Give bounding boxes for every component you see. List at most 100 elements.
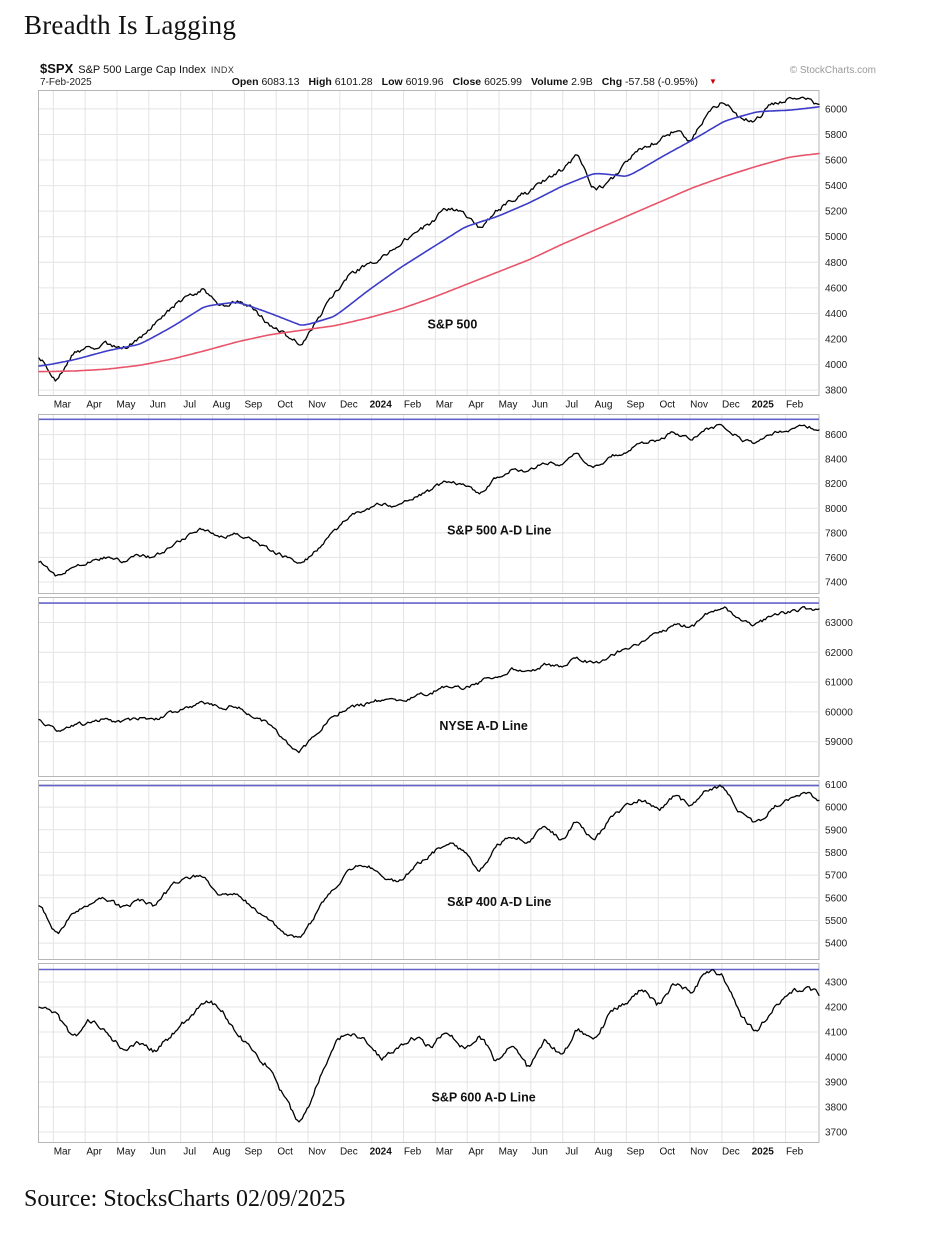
- svg-text:5500: 5500: [825, 916, 848, 927]
- svg-text:Dec: Dec: [722, 400, 740, 411]
- sp400-ad-panel: 6100 6000 5900 5800 5700 5600 5500 5400 S&P 400 …: [38, 780, 848, 960]
- svg-text:Mar: Mar: [54, 1147, 72, 1158]
- svg-text:S&P 400 A-D Line: S&P 400 A-D Line: [447, 895, 551, 909]
- svg-text:5400: 5400: [825, 181, 848, 192]
- svg-text:4000: 4000: [825, 360, 848, 371]
- quote-item: Low 6019.96: [381, 76, 444, 88]
- svg-text:61000: 61000: [825, 678, 853, 689]
- svg-text:7400: 7400: [825, 577, 848, 588]
- svg-text:5600: 5600: [825, 893, 848, 904]
- svg-text:Sep: Sep: [626, 400, 644, 411]
- svg-text:4200: 4200: [825, 1003, 848, 1014]
- svg-text:2025: 2025: [752, 1147, 775, 1158]
- svg-text:Dec: Dec: [722, 1147, 740, 1158]
- svg-text:4000: 4000: [825, 1053, 848, 1064]
- svg-text:May: May: [117, 1147, 136, 1158]
- quote-item: Chg -57.58 (-0.95%): [601, 76, 698, 88]
- exchange-label: INDX: [210, 65, 235, 75]
- svg-text:Feb: Feb: [404, 1147, 422, 1158]
- quote-item: Open 6083.13: [231, 76, 300, 88]
- svg-text:8400: 8400: [825, 455, 848, 466]
- svg-text:Apr: Apr: [86, 400, 102, 411]
- svg-text:S&P 500 A-D Line: S&P 500 A-D Line: [447, 524, 551, 538]
- svg-text:Sep: Sep: [244, 1147, 262, 1158]
- svg-text:6000: 6000: [825, 104, 848, 115]
- svg-text:Aug: Aug: [595, 1147, 613, 1158]
- svg-text:3800: 3800: [825, 386, 848, 396]
- svg-text:Jun: Jun: [532, 400, 548, 411]
- svg-text:Dec: Dec: [340, 1147, 358, 1158]
- price-panel: 6000 5800 5600 5400 5200 5000 4800 4600 4400 4200…: [38, 90, 848, 396]
- svg-text:Mar: Mar: [54, 400, 72, 411]
- svg-text:5200: 5200: [825, 207, 848, 218]
- svg-text:Oct: Oct: [659, 1147, 675, 1158]
- svg-text:5900: 5900: [825, 825, 848, 836]
- svg-text:Feb: Feb: [786, 400, 804, 411]
- svg-text:NYSE A-D Line: NYSE A-D Line: [439, 719, 527, 733]
- svg-text:5000: 5000: [825, 232, 848, 243]
- copyright-label: © StockCharts.com: [789, 65, 876, 76]
- svg-text:4400: 4400: [825, 309, 848, 320]
- month-axis-top: Mar Apr May Jun Jul Aug Sep Oct Nov Dec 2024 Feb Mar…: [54, 400, 804, 411]
- svg-text:7800: 7800: [825, 528, 848, 539]
- svg-text:Nov: Nov: [690, 1147, 708, 1158]
- svg-text:Apr: Apr: [468, 400, 484, 411]
- ticker-symbol: $SPX: [40, 61, 74, 76]
- svg-text:63000: 63000: [825, 618, 853, 629]
- svg-text:4600: 4600: [825, 283, 848, 294]
- svg-text:Sep: Sep: [626, 1147, 644, 1158]
- svg-text:59000: 59000: [825, 737, 853, 748]
- svg-text:S&P 500: S&P 500: [427, 318, 477, 332]
- svg-text:2025: 2025: [752, 400, 775, 411]
- svg-text:Dec: Dec: [340, 400, 358, 411]
- svg-text:5700: 5700: [825, 871, 848, 882]
- quote-item: Close 6025.99: [452, 76, 523, 88]
- svg-text:Feb: Feb: [786, 1147, 804, 1158]
- svg-text:Apr: Apr: [468, 1147, 484, 1158]
- stockcharts-chart: $SPX S&P 500 Large Cap Index INDX © Stoc…: [38, 60, 878, 1161]
- svg-text:Jun: Jun: [150, 1147, 166, 1158]
- svg-text:Nov: Nov: [308, 1147, 326, 1158]
- svg-text:6000: 6000: [825, 803, 848, 814]
- svg-text:8200: 8200: [825, 479, 848, 490]
- source-caption: Source: StocksCharts 02/09/2025: [24, 1186, 346, 1212]
- svg-text:4300: 4300: [825, 978, 848, 989]
- svg-text:Nov: Nov: [690, 400, 708, 411]
- svg-text:8000: 8000: [825, 504, 848, 515]
- nyse-ad-panel: 63000 62000 61000 60000 59000 NYSE A-D Line: [38, 597, 853, 777]
- svg-text:Apr: Apr: [86, 1147, 102, 1158]
- quote-item: Volume 2.9B: [531, 76, 593, 88]
- svg-text:2024: 2024: [370, 1147, 393, 1158]
- month-axis-bottom: Mar Apr May Jun Jul Aug Sep Oct Nov Dec 2024 Feb Mar…: [54, 1147, 804, 1158]
- change-down-icon: ▼: [708, 77, 717, 86]
- svg-text:5400: 5400: [825, 939, 848, 950]
- svg-text:Nov: Nov: [308, 400, 326, 411]
- quote-date: 7-Feb-2025: [40, 77, 92, 88]
- svg-text:3900: 3900: [825, 1078, 848, 1089]
- svg-text:3800: 3800: [825, 1103, 848, 1114]
- quote-item: High 6101.28: [308, 76, 373, 88]
- svg-text:5800: 5800: [825, 130, 848, 141]
- svg-text:Oct: Oct: [277, 1147, 293, 1158]
- svg-text:May: May: [499, 400, 518, 411]
- svg-text:8600: 8600: [825, 430, 848, 441]
- svg-text:4800: 4800: [825, 258, 848, 269]
- svg-text:Jul: Jul: [565, 400, 578, 411]
- svg-text:60000: 60000: [825, 707, 853, 718]
- svg-text:4200: 4200: [825, 335, 848, 346]
- quote-row: Open 6083.13 High 6101.28 Low 6019.96 Close…: [232, 76, 717, 88]
- svg-text:Jul: Jul: [183, 1147, 196, 1158]
- svg-text:May: May: [117, 400, 136, 411]
- svg-text:Feb: Feb: [404, 400, 422, 411]
- svg-text:5800: 5800: [825, 848, 848, 859]
- sp500-ad-panel: 8600 8400 8200 8000 7800 7600 7400 S&P 500 A-D …: [38, 414, 848, 594]
- svg-text:5600: 5600: [825, 156, 848, 167]
- svg-text:Jun: Jun: [532, 1147, 548, 1158]
- svg-text:Aug: Aug: [213, 1147, 231, 1158]
- svg-text:2024: 2024: [370, 400, 393, 411]
- svg-text:Oct: Oct: [277, 400, 293, 411]
- svg-text:Oct: Oct: [659, 400, 675, 411]
- svg-text:Jul: Jul: [183, 400, 196, 411]
- page-title: Breadth Is Lagging: [24, 10, 237, 40]
- svg-text:4100: 4100: [825, 1028, 848, 1039]
